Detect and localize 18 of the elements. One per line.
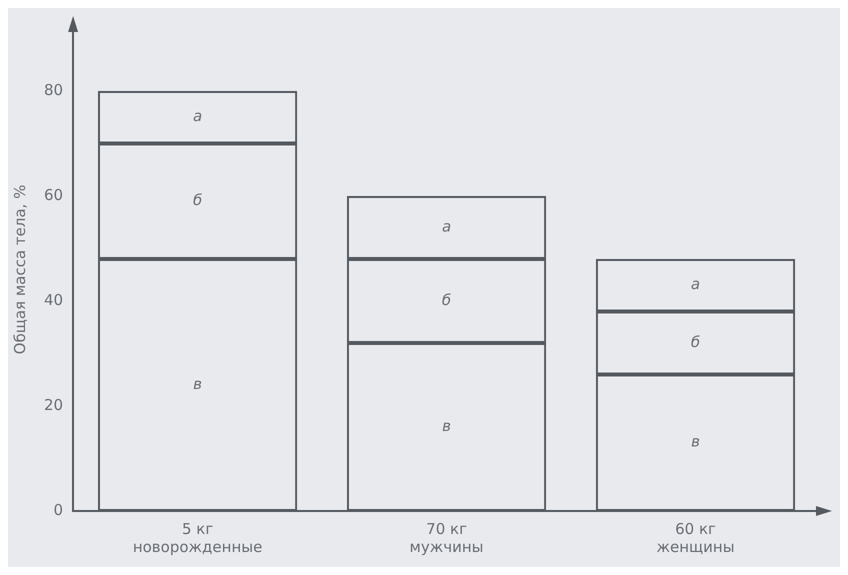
series-label: б: [690, 332, 700, 351]
text: в: [442, 416, 451, 435]
x-tick-label: 60 кг женщины: [656, 520, 735, 556]
y-tick-label: 20: [44, 396, 64, 414]
text: а: [192, 107, 202, 126]
text: а: [442, 217, 452, 236]
y-tick-label: 80: [44, 80, 64, 99]
y-tick-label: 40: [44, 290, 64, 309]
x-tick-label: 70 кг мужчины: [410, 520, 484, 556]
series-label: в: [691, 432, 700, 451]
series-label: а: [690, 275, 700, 294]
y-axis-title: Общая масса тела, %: [10, 184, 29, 354]
y-tick-label: 60: [44, 186, 64, 204]
x-tick-label: 5 кг новорожденные: [132, 520, 262, 556]
y-tick-label: 0: [54, 500, 64, 519]
text: в: [193, 374, 202, 393]
text: б: [192, 191, 202, 210]
text: б: [442, 290, 452, 309]
